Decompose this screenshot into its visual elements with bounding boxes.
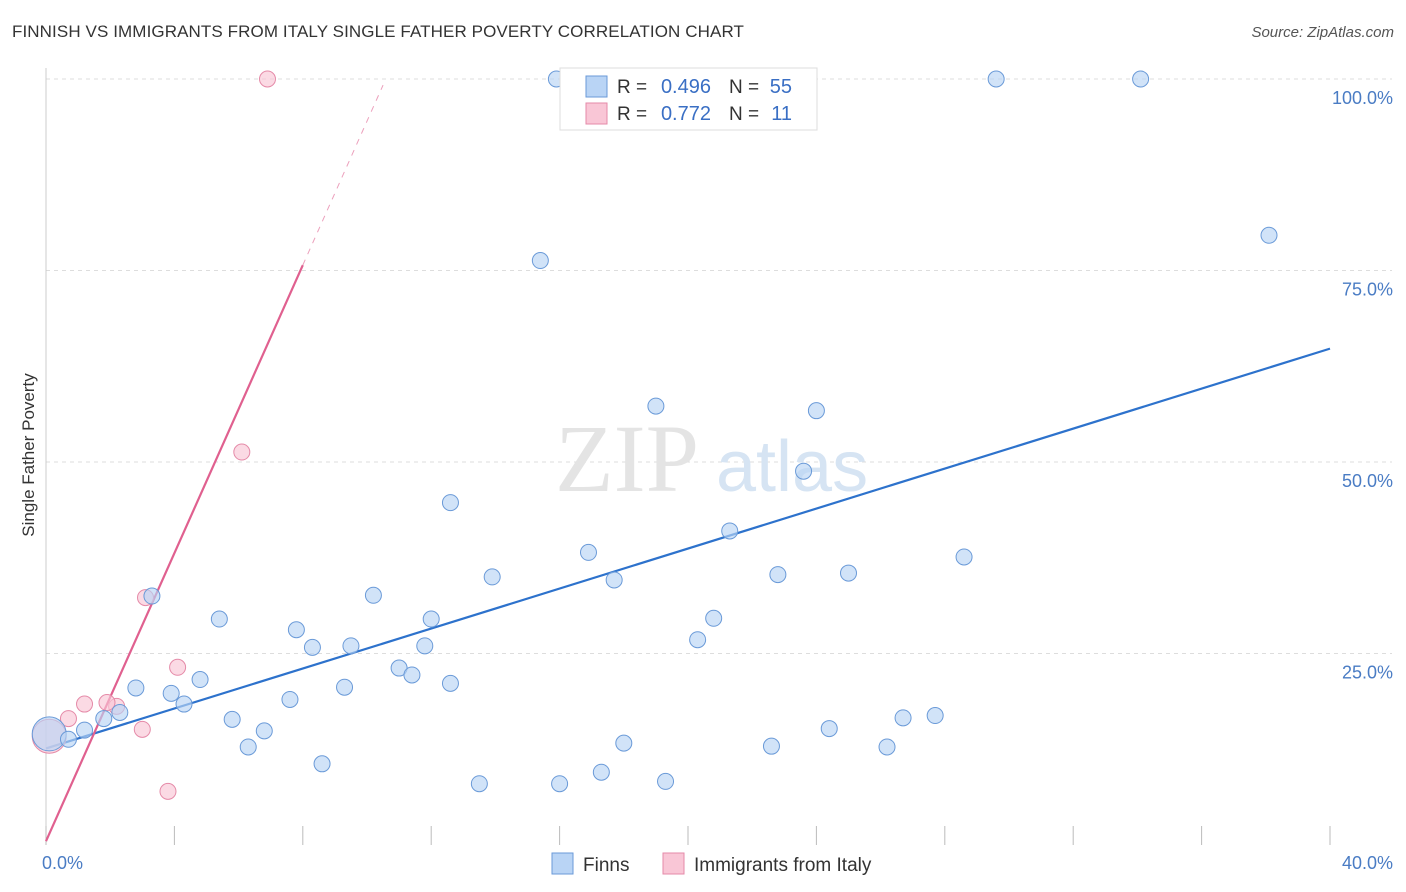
- finns-point: [422, 610, 440, 628]
- x-tick-label: 0.0%: [42, 853, 83, 873]
- finns-trend-line: [45, 347, 1331, 750]
- finns-point: [615, 734, 633, 752]
- finns-point: [470, 775, 488, 793]
- bottom-legend-swatch-finns: [551, 852, 574, 875]
- legend-n-value: 11: [771, 103, 792, 125]
- finns-point: [336, 678, 354, 696]
- finns-point: [762, 737, 780, 755]
- legend-n-label: N =: [729, 104, 759, 125]
- finns-point: [342, 637, 360, 655]
- bottom-legend-label-finns: Finns: [583, 855, 629, 876]
- finns-point: [721, 522, 739, 540]
- finns-point: [191, 671, 209, 689]
- watermark-atlas: atlas: [716, 427, 868, 507]
- finns-point: [551, 775, 569, 793]
- bottom-legend-swatch-italy: [662, 852, 685, 875]
- legend-n-value: 55: [770, 76, 792, 98]
- finns-point: [795, 462, 813, 480]
- grid-layer: [46, 78, 1392, 654]
- x-tick-label: 40.0%: [1342, 853, 1393, 873]
- chart-title: FINNISH VS IMMIGRANTS FROM ITALY SINGLE …: [12, 22, 745, 41]
- finns-point: [926, 707, 944, 725]
- y-tick-label: 25.0%: [1342, 663, 1393, 683]
- y-tick-label: 75.0%: [1342, 280, 1393, 300]
- finns-point: [647, 397, 665, 415]
- finns-point: [31, 716, 67, 752]
- italy-trend-line: [44, 264, 304, 842]
- finns-point: [605, 571, 623, 589]
- finns-point: [592, 763, 610, 781]
- finns-point: [281, 690, 299, 708]
- finns-point: [239, 738, 257, 756]
- watermark: ZIP atlas: [555, 405, 868, 512]
- finns-point: [210, 610, 228, 628]
- finns-point: [894, 709, 912, 727]
- finns-point: [175, 695, 193, 713]
- trend-layer: [44, 84, 1331, 842]
- legend: R = 0.496 N = 55 R = 0.772 N = 11: [559, 67, 818, 131]
- finns-point: [127, 679, 145, 697]
- italy-point: [159, 782, 177, 800]
- finns-point: [1132, 70, 1150, 88]
- chart-source: Source: ZipAtlas.com: [1251, 24, 1394, 41]
- y-tick-label: 50.0%: [1342, 471, 1393, 491]
- watermark-zip: ZIP: [555, 405, 699, 512]
- points-layer: [31, 70, 1278, 800]
- italy-point: [258, 70, 276, 88]
- legend-r-label: R =: [617, 104, 647, 125]
- finns-point: [403, 666, 421, 684]
- finns-point: [955, 548, 973, 566]
- italy-point: [133, 720, 151, 738]
- finns-point: [820, 720, 838, 738]
- finns-point: [76, 721, 94, 739]
- finns-point: [705, 609, 723, 627]
- finns-point: [111, 703, 129, 721]
- legend-r-value: 0.772: [661, 103, 711, 125]
- y-axis-title: Single Father Poverty: [19, 373, 38, 537]
- italy-point: [76, 695, 94, 713]
- italy-trend-extension: [302, 84, 384, 266]
- finns-point: [287, 621, 305, 639]
- italy-point: [59, 710, 77, 728]
- finns-point: [303, 638, 321, 656]
- finns-point: [416, 637, 434, 655]
- finns-point: [987, 70, 1005, 88]
- axis-layer: 100.0% 75.0% 50.0% 25.0% 0.0% 40.0%: [42, 68, 1393, 873]
- finns-point: [1260, 226, 1278, 244]
- italy-point: [98, 694, 116, 712]
- italy-point: [169, 658, 187, 676]
- legend-r-label: R =: [617, 77, 647, 98]
- finns-point: [483, 568, 501, 586]
- finns-point: [255, 722, 273, 740]
- finns-point: [313, 755, 331, 773]
- finns-point: [364, 586, 382, 604]
- finns-point: [579, 543, 597, 561]
- bottom-legend: Finns Immigrants from Italy: [551, 852, 872, 876]
- finns-point: [441, 674, 459, 692]
- finns-point: [878, 738, 896, 756]
- finns-point: [769, 566, 787, 584]
- legend-swatch-italy: [585, 102, 608, 125]
- bottom-legend-label-italy: Immigrants from Italy: [694, 855, 872, 876]
- legend-swatch-finns: [585, 75, 608, 98]
- finns-point: [59, 730, 77, 748]
- finns-point: [689, 631, 707, 649]
- finns-point: [840, 564, 857, 582]
- legend-r-value: 0.496: [661, 76, 711, 98]
- finns-point: [143, 587, 161, 605]
- finns-point: [162, 684, 180, 702]
- legend-n-label: N =: [729, 77, 759, 98]
- y-tick-label: 100.0%: [1332, 88, 1393, 108]
- finns-point: [657, 772, 675, 790]
- finns-point: [531, 252, 549, 270]
- finns-point: [807, 402, 825, 420]
- italy-point: [233, 443, 251, 461]
- finns-point: [441, 494, 459, 512]
- finns-point: [223, 710, 241, 728]
- finns-point: [95, 710, 113, 728]
